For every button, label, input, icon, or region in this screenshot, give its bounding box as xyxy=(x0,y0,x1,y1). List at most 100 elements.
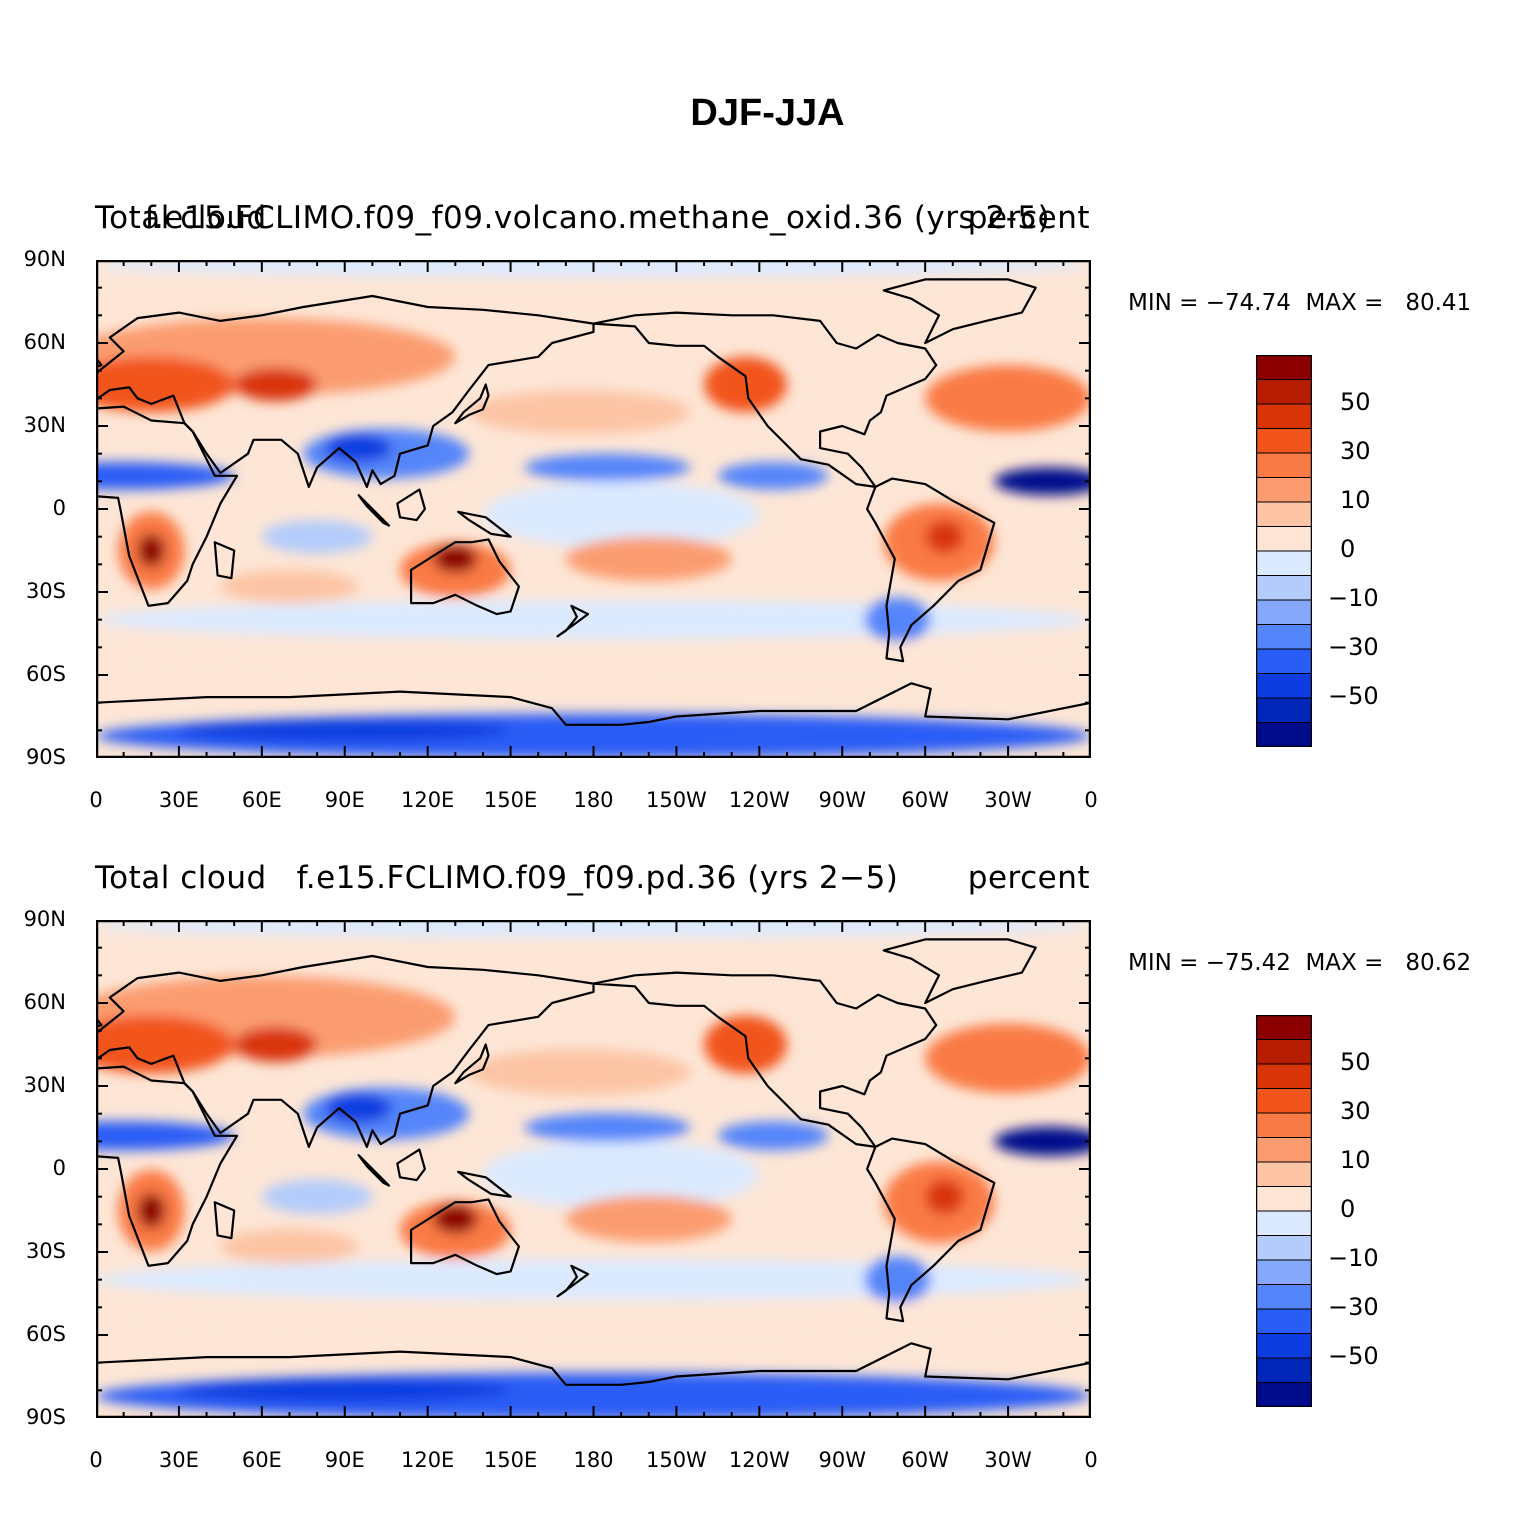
colorbar-swatch xyxy=(1255,403,1313,429)
colorbar-label: 50 xyxy=(1340,1048,1371,1076)
coastlines xyxy=(96,938,1091,1418)
panel-left-label: Total cloud xyxy=(95,200,267,236)
colorbar-frame xyxy=(1255,354,1313,748)
colorbar-swatch xyxy=(1255,550,1313,576)
region-south-indian-warm xyxy=(220,1229,359,1264)
colorbar-swatch xyxy=(1255,1382,1313,1408)
colorbar-label: −30 xyxy=(1328,633,1379,661)
panel-right-label: percent xyxy=(967,200,1090,236)
colorbar-label: 0 xyxy=(1340,535,1356,563)
colorbar-label: 30 xyxy=(1340,1097,1371,1125)
coastline-sumatra xyxy=(357,494,391,527)
region-australia-core xyxy=(433,1204,478,1234)
region-southern-ocean xyxy=(96,1297,1091,1345)
region-antarctic-core xyxy=(178,719,511,742)
lat-tick-label: 30N xyxy=(23,413,66,437)
panel-center-label: f.e15.FCLIMO.f09_f09.pd.36 (yrs 2−5) xyxy=(296,860,899,896)
colorbar-swatch xyxy=(1255,501,1313,527)
colorbar-svg xyxy=(1255,354,1313,748)
lon-tick-label: 60W xyxy=(901,1448,949,1472)
region-central-asia-warm xyxy=(234,367,318,402)
map-field-svg xyxy=(96,920,1091,1418)
coastline-greenland xyxy=(882,278,1037,345)
max-value: 80.41 xyxy=(1405,290,1472,316)
coastline-north-america xyxy=(592,971,938,1148)
colorbar-swatch xyxy=(1255,1284,1313,1310)
coastline-north-america xyxy=(592,311,938,488)
lon-tick-label: 60W xyxy=(901,788,949,812)
lon-tick-label: 120W xyxy=(728,788,790,812)
tick-marks xyxy=(96,920,1091,1418)
coastline-africa xyxy=(96,405,239,607)
region-north-pacific-warm xyxy=(469,390,691,435)
region-south-indian-warm xyxy=(220,569,359,604)
region-indian-ocean-cool xyxy=(261,520,373,554)
region-central-pacific-cool xyxy=(524,1112,691,1143)
colorbar-label: −10 xyxy=(1328,1244,1379,1272)
coastline-antarctica xyxy=(96,1342,1091,1418)
panel-left-label: Total cloud xyxy=(95,860,267,896)
region-patagonia-cool xyxy=(864,597,931,642)
map-panel-bottom: Total cloud f.e15.FCLIMO.f09_f09.pd.36 (… xyxy=(0,850,1535,1490)
colorbar-label: −10 xyxy=(1328,584,1379,612)
region-europe-warm xyxy=(96,356,235,413)
region-atlantic-itcz-cool xyxy=(994,467,1091,496)
map-panel-top: Total cloud f.e15.FCLIMO.f09_f09.volcano… xyxy=(0,190,1535,830)
colorbar-swatch xyxy=(1255,1063,1313,1089)
lon-tick-label: 180 xyxy=(573,1448,614,1472)
lon-tick-label: 30W xyxy=(984,788,1032,812)
colorbar-swatch xyxy=(1255,526,1313,552)
region-north-pacific-warm xyxy=(469,1048,691,1096)
region-south-america-core xyxy=(925,1179,964,1215)
coastline-antarctica xyxy=(96,682,1091,758)
colorbar-frame xyxy=(1255,1014,1313,1408)
colorbar-swatch xyxy=(1255,1014,1313,1040)
colorbar-label: −30 xyxy=(1328,1293,1379,1321)
colorbar xyxy=(1255,354,1313,748)
coastline-madagascar xyxy=(213,1201,236,1240)
min-label: MIN = −74.74 MAX = xyxy=(1128,290,1384,316)
colorbar-swatch xyxy=(1255,599,1313,625)
colorbar-label: 50 xyxy=(1340,388,1371,416)
panel-center-label: f.e15.FCLIMO.f09_f09.volcano.methane_oxi… xyxy=(144,200,1051,236)
lon-tick-label: 30E xyxy=(158,788,199,812)
min-max-readout: MIN = −75.42 MAX = 80.62 xyxy=(1128,950,1471,976)
region-europe-warm xyxy=(96,1015,235,1074)
colorbar-swatch xyxy=(1255,673,1313,699)
coastline-borneo xyxy=(396,1148,426,1182)
field-contours xyxy=(96,260,1091,758)
region-southern-ocean-midlat xyxy=(96,600,1091,640)
colorbar-swatch xyxy=(1255,477,1313,503)
coastline-eurasia xyxy=(96,294,595,488)
region-african-sahel-cool xyxy=(96,461,235,490)
coastline-japan xyxy=(454,1043,490,1085)
region-indian-ocean-cool xyxy=(261,1179,373,1215)
lon-tick-label: 120E xyxy=(400,788,455,812)
colorbar-swatch xyxy=(1255,575,1313,601)
coastlines xyxy=(96,278,1091,758)
map-field-svg xyxy=(96,260,1091,758)
colorbar-swatch xyxy=(1255,1357,1313,1383)
colorbar-swatch xyxy=(1255,379,1313,405)
lon-tick-label: 0 xyxy=(1084,1448,1098,1472)
region-patagonia-cool xyxy=(864,1256,931,1303)
lon-tick-label: 150E xyxy=(483,788,538,812)
colorbar-swatch xyxy=(1255,648,1313,674)
lon-tick-label: 150W xyxy=(645,1448,707,1472)
coastline-new-zealand xyxy=(556,604,590,638)
lat-tick-label: 90S xyxy=(25,745,66,769)
tick-marks xyxy=(96,260,1091,758)
colorbar-swatch xyxy=(1255,1161,1313,1187)
min-max-readout: MIN = −74.74 MAX = 80.41 xyxy=(1128,290,1471,316)
coastline-japan xyxy=(454,383,490,425)
coastline-africa xyxy=(96,1065,239,1267)
colorbar-swatch xyxy=(1255,1308,1313,1334)
coastline-south-america xyxy=(865,1137,996,1323)
coastline-australia xyxy=(410,538,520,616)
region-east-pacific-cool xyxy=(717,461,829,490)
region-australia-core xyxy=(433,544,478,573)
colorbar-swatch xyxy=(1255,1088,1313,1114)
colorbar-label: 0 xyxy=(1340,1195,1356,1223)
lat-tick-label: 90N xyxy=(23,907,66,931)
colorbar-label: −50 xyxy=(1328,682,1379,710)
